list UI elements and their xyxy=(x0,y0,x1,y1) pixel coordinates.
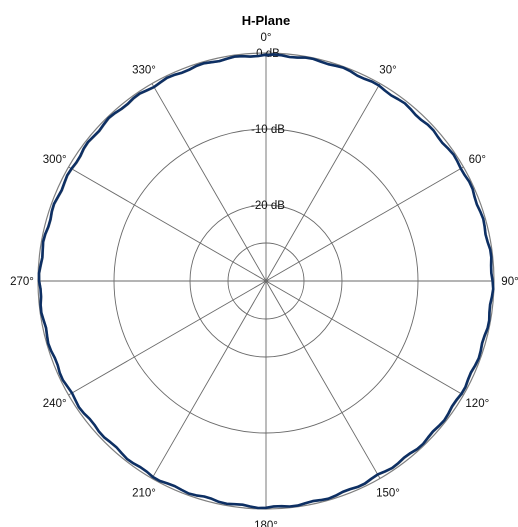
angle-tick-label: 60° xyxy=(469,154,486,166)
angle-tick-label: 270° xyxy=(10,276,34,288)
grid-spoke xyxy=(265,280,464,396)
grid-spoke xyxy=(68,280,267,396)
series-layer xyxy=(37,53,495,510)
chart-title: H-Plane xyxy=(242,13,290,28)
radial-tick-label: -20 dB xyxy=(251,200,285,212)
series-line xyxy=(37,53,495,510)
angle-tick-label: 0° xyxy=(261,32,272,44)
angle-tick-label: 30° xyxy=(379,65,396,77)
radial-tick-label: -10 dB xyxy=(251,124,285,136)
angle-tick-label: 90° xyxy=(501,276,518,288)
radial-tick-labels: 0 dB-10 dB-20 dB xyxy=(251,48,285,212)
grid-spoke xyxy=(68,166,267,282)
angle-tick-label: 240° xyxy=(43,398,67,410)
grid-spoke xyxy=(265,280,381,479)
angle-labels: 0° 30° 60° 90° 120° 150° 180° 210° 240° 270° 300° 3… xyxy=(10,32,518,527)
grid-spoke xyxy=(151,280,267,479)
angle-tick-label: 330° xyxy=(132,65,156,77)
grid-spoke xyxy=(265,166,464,282)
angle-tick-label: 210° xyxy=(132,487,156,499)
angle-tick-label: 300° xyxy=(43,154,67,166)
angle-tick-label: 150° xyxy=(376,487,400,499)
angle-tick-label: 180° xyxy=(254,520,278,527)
angle-tick-label: 120° xyxy=(465,398,489,410)
grid-spoke xyxy=(265,83,381,282)
grid-spoke xyxy=(151,83,267,282)
